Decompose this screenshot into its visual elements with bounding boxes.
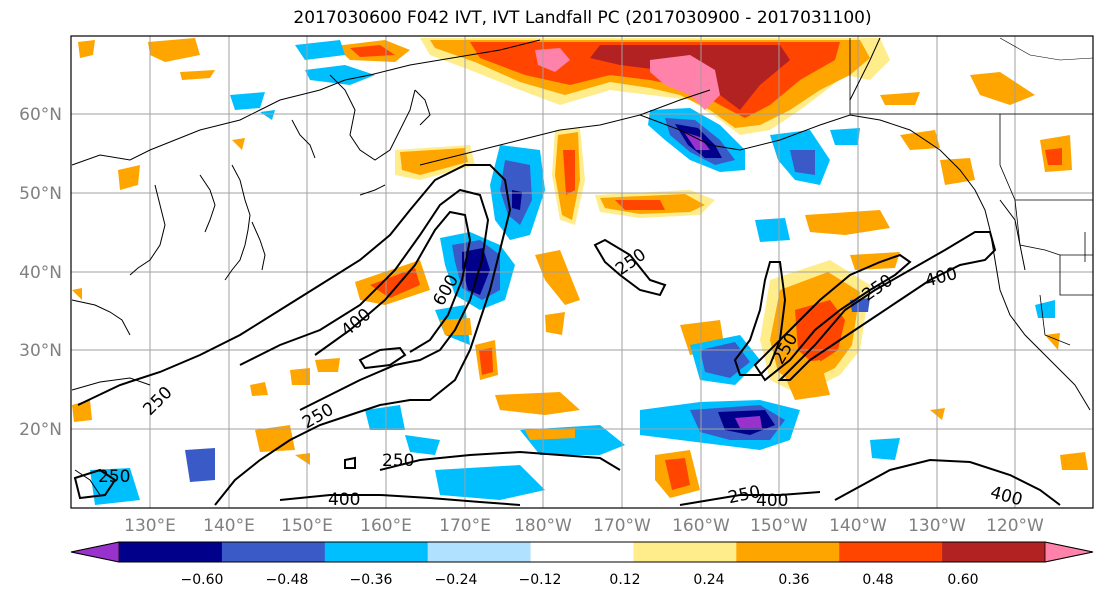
lon-label: 130°W <box>908 516 966 536</box>
lat-label: 30°N <box>19 341 62 361</box>
colorbar-tick-label: −0.24 <box>435 572 478 588</box>
coastlines <box>71 37 1091 496</box>
colorbar-tick-label: −0.12 <box>519 572 562 588</box>
lon-label: 140°W <box>829 516 887 536</box>
colorbar-tick-label: −0.60 <box>181 572 224 588</box>
contour-label: 400 <box>923 264 960 292</box>
colorbar-cell <box>119 542 223 562</box>
map-frame <box>70 35 1094 509</box>
gridlines <box>71 36 1093 508</box>
lat-label: 60°N <box>19 105 62 125</box>
colorbar-cell <box>324 542 429 562</box>
contour-label: 250 <box>139 383 176 420</box>
lon-label: 160°W <box>672 516 730 536</box>
contour-label: 250 <box>98 467 130 487</box>
borders <box>849 38 1093 346</box>
colorbar-tick-label: 0.48 <box>862 572 893 588</box>
lat-label: 40°N <box>19 263 62 283</box>
contour-label: 250 <box>299 400 337 434</box>
contour-label: 400 <box>756 491 788 511</box>
lon-label: 180°W <box>514 516 572 536</box>
colorbar-tick-label: 0.36 <box>778 572 809 588</box>
lon-label: 130°E <box>124 516 176 536</box>
colorbar-tick-label: 0.60 <box>947 572 978 588</box>
contour-label: 400 <box>988 483 1025 511</box>
colorbar-tick-label: −0.48 <box>266 572 309 588</box>
lon-label: 160°E <box>360 516 412 536</box>
ivt-contours <box>73 164 1061 506</box>
lon-label: 120°W <box>986 516 1044 536</box>
lon-label: 150°W <box>750 516 808 536</box>
contour-label: 400 <box>328 490 360 510</box>
map-title: 2017030600 F042 IVT, IVT Landfall PC (20… <box>293 8 872 28</box>
lon-label: 170°E <box>439 516 491 536</box>
colorbar-cell <box>839 542 943 562</box>
colorbar-tick-label: 0.24 <box>693 572 724 588</box>
colorbar-tick-label: 0.12 <box>609 572 640 588</box>
lon-label: 140°E <box>203 516 255 536</box>
colorbar-cell <box>942 542 1046 562</box>
colorbar-cell <box>736 542 840 562</box>
lon-label: 150°E <box>281 516 333 536</box>
colorbar-extend-high <box>1044 541 1094 563</box>
colorbar-cell <box>427 542 532 562</box>
lat-label: 50°N <box>19 184 62 204</box>
colorbar-cell <box>530 542 634 562</box>
colorbar-cell <box>221 542 326 562</box>
colorbar: −0.60 −0.48 −0.36 −0.24 −0.12 0.12 0.24 … <box>70 541 1094 588</box>
colorbar-cells <box>70 541 1094 563</box>
contour-label: 250 <box>382 451 414 471</box>
colorbar-cell <box>633 542 737 562</box>
lon-label: 170°W <box>593 516 651 536</box>
lat-label: 20°N <box>19 420 62 440</box>
contour-label: 250 <box>612 245 650 280</box>
colorbar-tick-label: −0.36 <box>350 572 393 588</box>
colorbar-extend-low <box>70 541 120 563</box>
colorbar-outline <box>70 541 1094 563</box>
